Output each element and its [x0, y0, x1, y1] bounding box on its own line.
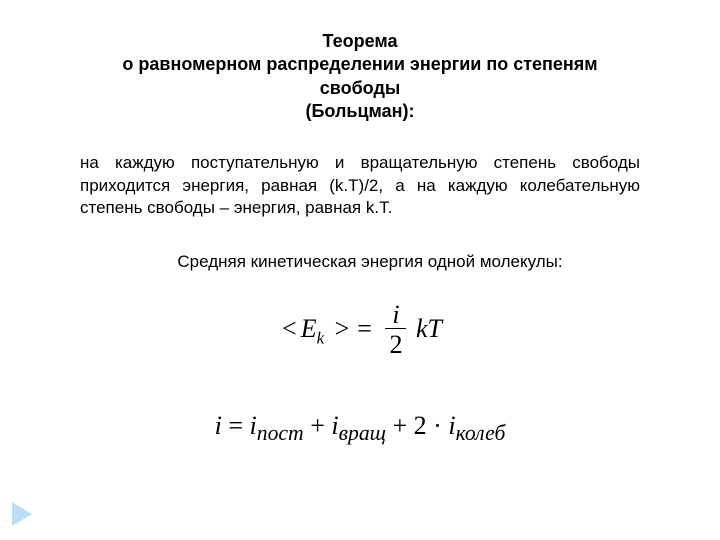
- formula-dof: i = iпост + iвращ + 2 · iколеб: [80, 411, 640, 446]
- angle-close: >: [331, 314, 354, 343]
- equals-2: =: [228, 411, 243, 440]
- sub-trans: пост: [257, 421, 304, 445]
- equals-1: =: [353, 314, 376, 343]
- slide-title: Теорема о равномерном распределении энер…: [80, 30, 640, 124]
- plus-2: +: [393, 411, 408, 440]
- dot: ·: [433, 411, 442, 440]
- slide: Теорема о равномерном распределении энер…: [0, 0, 720, 540]
- numerator: i: [385, 302, 406, 329]
- rhs-kT: kT: [416, 314, 442, 343]
- sub-vib: колеб: [456, 421, 506, 445]
- angle-open: <: [278, 314, 301, 343]
- denominator: 2: [385, 329, 406, 360]
- fraction: i 2: [385, 302, 406, 360]
- plus-1: +: [310, 411, 325, 440]
- i-rot: i: [331, 411, 338, 440]
- i-trans: i: [250, 411, 257, 440]
- title-line-2: о равномерном распределении энергии по с…: [122, 54, 597, 97]
- i-vib: i: [448, 411, 455, 440]
- coef-2: 2: [414, 411, 427, 440]
- sub-k: k: [317, 329, 325, 348]
- sub-heading: Средняя кинетическая энергия одной молек…: [100, 252, 640, 272]
- i-total: i: [215, 411, 222, 440]
- next-arrow-icon[interactable]: [12, 502, 32, 526]
- sym-E: E: [301, 314, 317, 343]
- title-line-3: (Больцман):: [306, 101, 415, 121]
- title-line-1: Теорема: [323, 31, 398, 51]
- sub-rot: вращ: [339, 421, 386, 445]
- formula-avg-energy: <Ek >= i 2 kT: [80, 302, 640, 360]
- theorem-body: на каждую поступательную и вращательную …: [80, 152, 640, 221]
